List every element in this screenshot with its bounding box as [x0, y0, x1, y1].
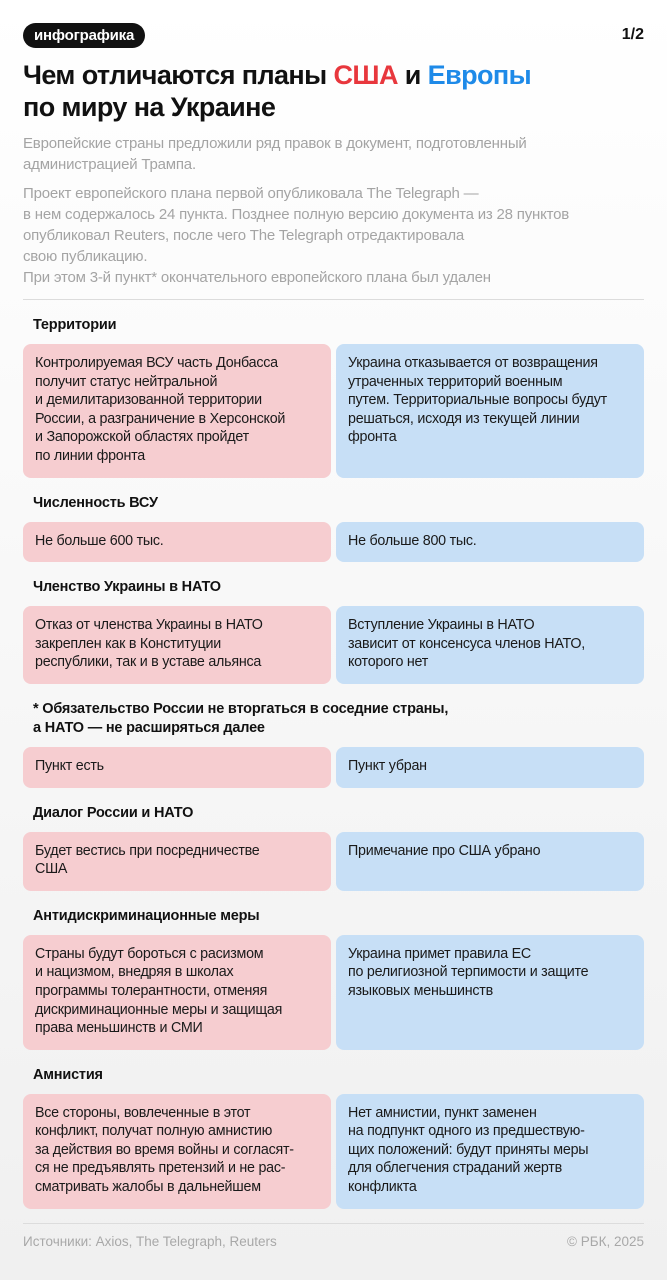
section-heading: Территории [33, 317, 117, 333]
comparison-row: Отказ от членства Украины в НАТО закрепл… [23, 606, 644, 684]
us-plan-card: Страны будут бороться с расизмом и нациз… [23, 934, 331, 1050]
title-eu: Европы [427, 60, 532, 90]
comparison-row: Контролируемая ВСУ часть Донбасса получи… [23, 344, 644, 478]
us-plan-card: Пункт есть [23, 746, 331, 788]
comparison-row: Страны будут бороться с расизмом и нациз… [23, 934, 644, 1050]
lead-paragraph: Европейские страны предложили ряд правок… [23, 135, 527, 173]
eu-plan-card: Вступление Украины в НАТО зависит от кон… [336, 606, 644, 684]
section-heading: * Обязательство России не вторгаться в с… [33, 700, 449, 736]
divider [23, 299, 644, 300]
footer: Источники: Axios, The Telegraph, Reuters… [23, 1234, 644, 1249]
infographic: инфографика 1/2 Чем отличаются планы США… [23, 22, 644, 1249]
us-plan-card: Контролируемая ВСУ часть Донбасса получи… [23, 344, 331, 478]
sources: Источники: Axios, The Telegraph, Reuters [23, 1233, 277, 1249]
title-text: по миру на Украине [23, 92, 276, 122]
comparison-row: Все стороны, вовлеченные в этот конфликт… [23, 1093, 644, 1209]
comparison-row: Будет вестись при посредничестве США Прим… [23, 831, 644, 891]
category-badge: инфографика [23, 22, 146, 48]
title-text: и [397, 60, 428, 90]
eu-plan-card: Украина отказывается от возвращения утра… [336, 344, 644, 478]
eu-plan-card: Примечание про США убрано [336, 831, 644, 891]
title-us: США [333, 60, 399, 90]
section-heading: Численность ВСУ [33, 494, 158, 511]
page-title: Чем отличаются планы США и Европы по миру… [23, 59, 644, 123]
comparison-sections: Территории Контролируемая ВСУ часть Донба… [23, 316, 644, 1209]
comparison-row: Пункт есть Пункт убран [23, 746, 644, 788]
eu-plan-card: Нет амнистии, пункт заменен на подпункт … [336, 1093, 644, 1209]
eu-plan-card: Не больше 800 тыс. [336, 521, 644, 563]
copyright: © РБК, 2025 [567, 1233, 644, 1249]
us-plan-card: Не больше 600 тыс. [23, 521, 331, 563]
comparison-row: Не больше 600 тыс. Не больше 800 тыс. [23, 521, 644, 563]
us-plan-card: Отказ от членства Украины в НАТО закрепл… [23, 606, 331, 684]
eu-plan-card: Пункт убран [336, 746, 644, 788]
section-heading: Антидискриминационные меры [33, 907, 260, 924]
page-indicator: 1/2 [621, 26, 644, 43]
section-heading: Амнистия [33, 1066, 103, 1083]
title-text: Чем отличаются планы [23, 60, 334, 90]
us-plan-card: Все стороны, вовлеченные в этот конфликт… [23, 1093, 331, 1209]
section-heading: Членство Украины в НАТО [33, 579, 221, 596]
lead-paragraph-2: Проект европейского плана первой опублик… [23, 185, 570, 286]
divider [23, 1222, 644, 1224]
eu-plan-card: Украина примет правила ЕС по религиозной… [336, 934, 644, 1050]
top-bar: инфографика 1/2 [23, 22, 644, 48]
section-heading: Диалог России и НАТО [33, 804, 194, 821]
us-plan-card: Будет вестись при посредничестве США [23, 831, 331, 891]
